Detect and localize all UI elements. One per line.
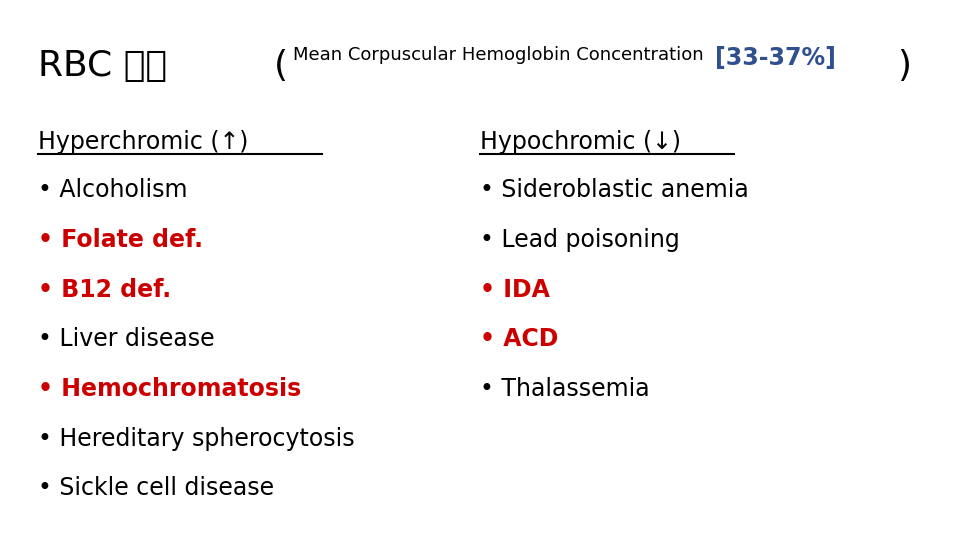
Text: • B12 def.: • B12 def. xyxy=(38,278,172,301)
Text: RBC 계열: RBC 계열 xyxy=(38,49,190,83)
Text: • IDA: • IDA xyxy=(480,278,550,301)
Text: • Alcoholism: • Alcoholism xyxy=(38,178,188,202)
Text: • Sideroblastic anemia: • Sideroblastic anemia xyxy=(480,178,749,202)
Text: • ACD: • ACD xyxy=(480,327,559,351)
Text: [33-37%]: [33-37%] xyxy=(715,46,836,70)
Text: • Hereditary spherocytosis: • Hereditary spherocytosis xyxy=(38,427,355,450)
Text: • Hemochromatosis: • Hemochromatosis xyxy=(38,377,301,401)
Text: (: ( xyxy=(274,49,288,83)
Text: ): ) xyxy=(898,49,912,83)
Text: • Thalassemia: • Thalassemia xyxy=(480,377,650,401)
Text: • Liver disease: • Liver disease xyxy=(38,327,215,351)
Text: Hypochromic (↓): Hypochromic (↓) xyxy=(480,130,681,153)
Text: • Sickle cell disease: • Sickle cell disease xyxy=(38,476,275,500)
Text: Mean Corpuscular Hemoglobin Concentration: Mean Corpuscular Hemoglobin Concentratio… xyxy=(293,46,709,64)
Text: • Folate def.: • Folate def. xyxy=(38,228,204,252)
Text: • Lead poisoning: • Lead poisoning xyxy=(480,228,680,252)
Text: Hyperchromic (↑): Hyperchromic (↑) xyxy=(38,130,249,153)
